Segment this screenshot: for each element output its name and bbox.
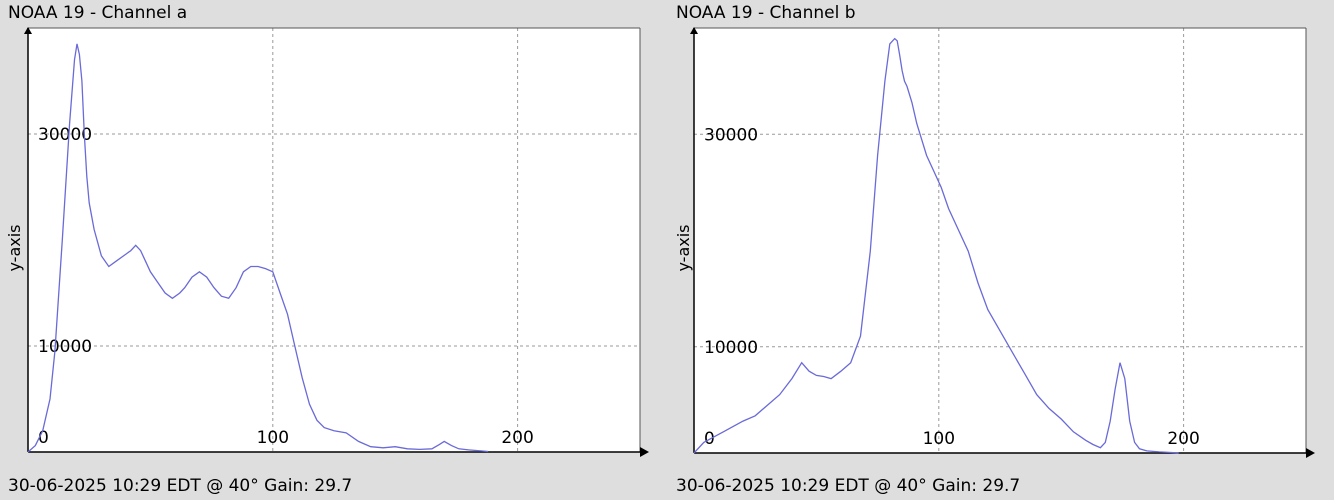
y-tick-label: 30000 [38,125,92,145]
y-axis-label: y-axis [674,224,693,271]
chart-title: NOAA 19 - Channel b [676,3,856,23]
x-axis-arrow-icon [640,447,649,457]
y-tick-label: 10000 [704,338,758,358]
chart-title: NOAA 19 - Channel a [8,3,188,23]
y-tick-label: 30000 [704,125,758,145]
series-line [27,43,489,453]
x-tick-label: 100 [923,429,955,449]
x-tick-label: 100 [257,428,289,448]
x-tick-label: 200 [501,428,533,448]
plot-background [28,28,640,452]
chart-plot-area: 0 100 200 10000 30000 y-axis [5,27,649,457]
x-tick-label: 0 [38,428,49,448]
chart-footer-timestamp: 30-06-2025 10:29 EDT @ 40° Gain: 29.7 [8,476,353,496]
y-axis-label: y-axis [5,224,24,271]
y-tick-label: 10000 [38,337,92,357]
x-tick-label: 200 [1167,429,1199,449]
chart-footer-timestamp: 30-06-2025 10:29 EDT @ 40° Gain: 29.7 [676,476,1021,496]
series-line [693,37,1179,454]
chart-panel-channel-a: NOAA 19 - Channel a 0 100 200 10000 30000 y-a… [5,3,649,496]
plot-background [694,28,1306,453]
x-axis-arrow-icon [1306,448,1315,458]
y-axis-arrow-icon [24,27,32,34]
y-axis-arrow-icon [690,27,698,34]
chart-panel-channel-b: NOAA 19 - Channel b 0 100 200 10000 30000 y-a… [667,0,1334,500]
